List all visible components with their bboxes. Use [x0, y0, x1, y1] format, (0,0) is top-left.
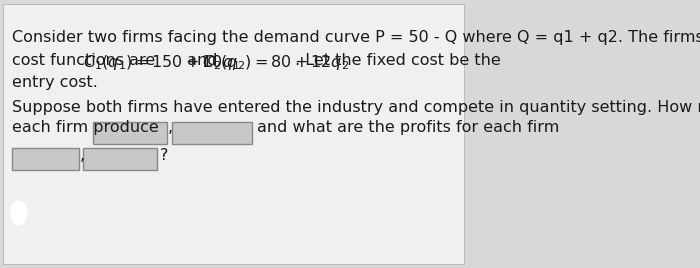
Text: $C_1(q_1) = 150 + 10q_1$: $C_1(q_1) = 150 + 10q_1$ [83, 53, 241, 72]
FancyBboxPatch shape [3, 4, 464, 264]
Bar [93, 122, 167, 144]
Text: Consider two firms facing the demand curve P = 50 - Q where Q = q1 + q2. The fir: Consider two firms facing the demand cur… [12, 30, 700, 45]
Text: . Let the fixed cost be the: . Let the fixed cost be the [295, 53, 501, 68]
Text: cost functions are: cost functions are [12, 53, 160, 68]
Circle shape [10, 201, 27, 225]
Text: and: and [182, 53, 223, 68]
Bar [83, 148, 157, 170]
Bar [12, 148, 78, 170]
Text: ,: , [80, 148, 85, 163]
Text: each firm produce: each firm produce [12, 120, 159, 135]
Text: Suppose both firms have entered the industry and compete in quantity setting. Ho: Suppose both firms have entered the indu… [12, 100, 700, 115]
Text: ,: , [168, 120, 173, 135]
Bar [172, 122, 252, 144]
Text: and what are the profits for each firm: and what are the profits for each firm [258, 120, 559, 135]
Text: $C_2(q_2) = 80 + 12q_2$: $C_2(q_2) = 80 + 12q_2$ [202, 53, 349, 72]
Text: ?: ? [160, 148, 168, 163]
Text: entry cost.: entry cost. [12, 75, 98, 90]
